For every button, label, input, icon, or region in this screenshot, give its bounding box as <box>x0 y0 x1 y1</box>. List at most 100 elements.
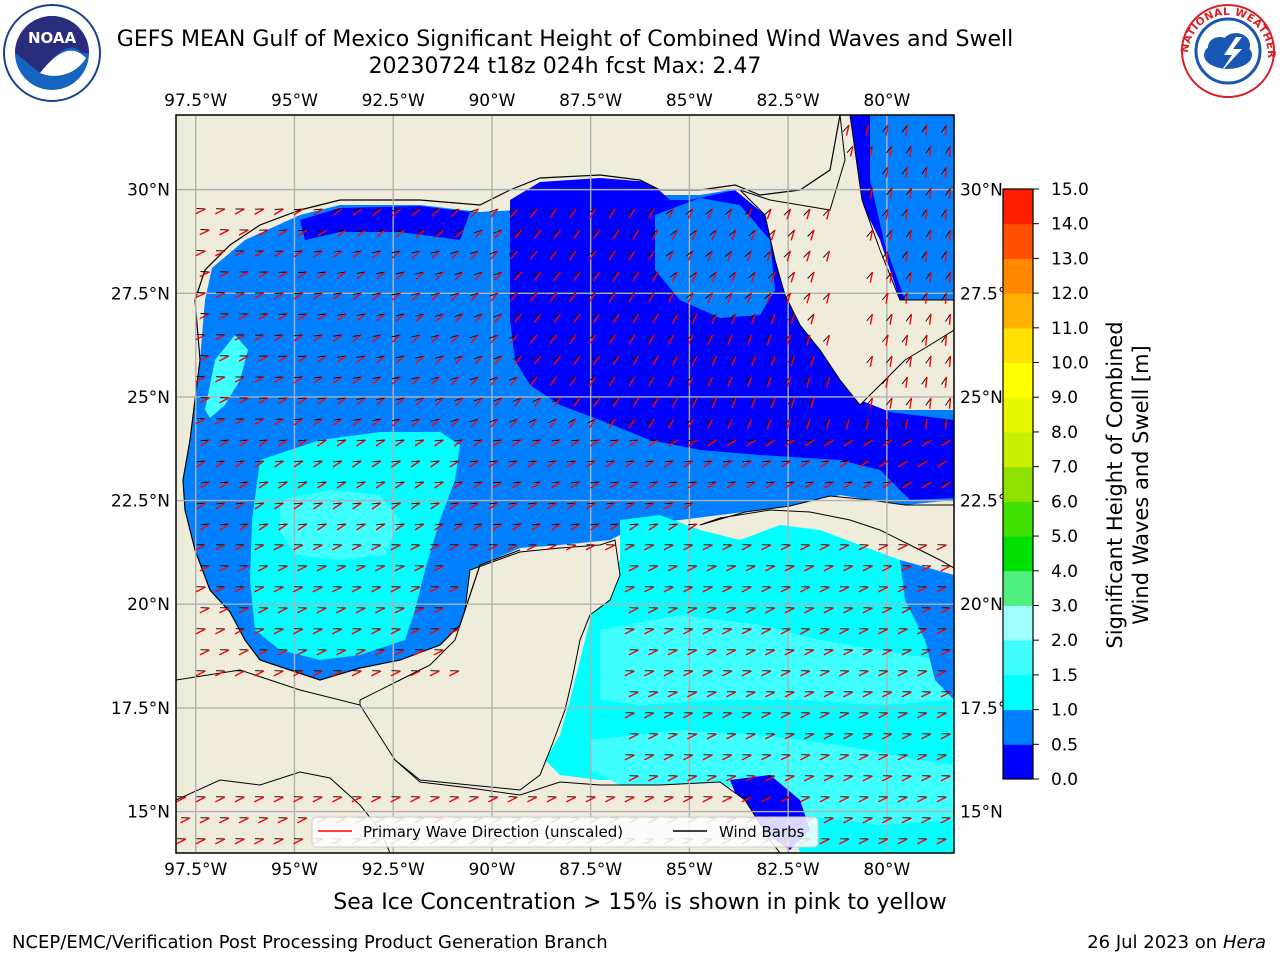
wind-barb <box>254 502 265 505</box>
wave-direction-arrow <box>549 376 558 387</box>
lat-label-right: 15°N <box>960 803 1003 823</box>
footer-credit: NCEP/EMC/Verification Post Processing Pr… <box>12 932 608 953</box>
wind-barb <box>219 481 230 484</box>
wave-direction-arrow <box>845 124 850 136</box>
wave-direction-arrow <box>258 649 269 656</box>
wave-direction-arrow <box>376 313 386 322</box>
wave-direction-arrow <box>490 208 499 218</box>
wind-barb <box>528 418 538 423</box>
wave-direction-arrow <box>667 208 675 219</box>
wave-direction-arrow <box>731 355 737 367</box>
wave-direction-arrow <box>909 355 913 367</box>
wave-direction-arrow <box>823 565 834 572</box>
wave-direction-arrow <box>372 208 382 217</box>
wave-direction-arrow <box>449 628 460 635</box>
wave-direction-arrow <box>924 166 928 178</box>
wind-barb <box>863 481 873 484</box>
wave-direction-arrow <box>902 481 912 489</box>
wave-direction-arrow <box>488 460 499 468</box>
wind-barb <box>239 481 249 484</box>
wave-direction-arrow <box>238 649 249 656</box>
wind-barb <box>336 481 347 484</box>
wind-barb <box>606 292 616 298</box>
wave-direction-arrow <box>761 628 772 635</box>
wave-direction-arrow <box>917 628 928 635</box>
wind-barb <box>591 355 600 361</box>
wind-barb <box>746 439 756 442</box>
wind-barb <box>352 250 362 253</box>
wave-direction-arrow <box>612 397 620 408</box>
wave-direction-arrow <box>176 838 187 845</box>
wave-direction-arrow <box>862 607 873 614</box>
wave-direction-arrow <box>940 649 951 656</box>
wind-barb <box>376 355 386 359</box>
wave-direction-arrow <box>800 628 811 635</box>
wind-barb <box>528 250 538 255</box>
wind-barb <box>512 523 522 526</box>
florida-land <box>739 115 954 406</box>
colorbar-ticks: 0.00.51.01.52.03.04.05.06.07.08.09.010.0… <box>1033 180 1089 790</box>
wind-barb <box>901 208 908 217</box>
wave-direction-arrow <box>215 586 226 593</box>
colorbar-tick-label: 0.0 <box>1051 770 1078 790</box>
wind-barb <box>278 439 288 442</box>
colorbar-tick-label: 1.5 <box>1051 666 1078 686</box>
wind-barb <box>626 292 635 298</box>
colorbar-segment <box>1003 744 1033 780</box>
wind-barb <box>356 229 366 232</box>
wave-direction-arrow <box>921 439 932 447</box>
wave-direction-arrow <box>234 544 245 551</box>
wave-direction-arrow <box>277 355 288 363</box>
wind-barb <box>629 481 639 484</box>
wave-direction-arrow <box>624 712 635 719</box>
wave-direction-arrow <box>549 334 558 345</box>
wave-direction-arrow <box>336 397 347 405</box>
wave-direction-arrow <box>706 607 717 614</box>
wave-direction-arrow <box>742 460 752 468</box>
wind-barb <box>527 502 538 505</box>
wave-direction-arrow <box>527 460 538 468</box>
caribbean-water-1.5-2.0 <box>600 615 954 705</box>
wind-barb <box>925 145 932 154</box>
wave-direction-arrow <box>355 565 366 572</box>
wind-barb <box>925 355 932 364</box>
footer-date: 26 Jul 2023 on Hera <box>1087 932 1266 953</box>
wave-direction-arrow <box>219 649 230 656</box>
colorbar-tick-label: 1.0 <box>1051 701 1078 721</box>
wave-direction-arrow <box>395 313 405 322</box>
wind-barb <box>665 292 674 299</box>
wave-direction-arrow <box>351 586 362 593</box>
wave-direction-arrow <box>356 439 366 447</box>
wind-barb <box>489 418 499 423</box>
wind-barb <box>921 439 932 442</box>
wave-direction-arrow <box>628 775 639 782</box>
wave-direction-arrow <box>510 208 519 218</box>
wind-barb <box>609 523 620 526</box>
wave-direction-arrow <box>823 691 834 698</box>
wave-direction-arrow <box>726 775 737 782</box>
wave-direction-arrow <box>765 565 776 572</box>
wave-direction-arrow <box>810 229 815 241</box>
wave-direction-arrow <box>702 544 713 551</box>
wind-barb <box>200 271 210 273</box>
wave-direction-arrow <box>332 292 343 300</box>
wave-direction-arrow <box>612 229 620 240</box>
wave-direction-arrow <box>474 397 484 407</box>
wind-barb <box>689 271 698 278</box>
wave-direction-arrow <box>746 376 753 388</box>
wind-barb <box>630 397 639 404</box>
wave-direction-arrow <box>258 523 269 531</box>
wind-barb <box>724 208 733 215</box>
wave-direction-arrow <box>410 460 421 468</box>
wave-direction-arrow <box>905 292 909 304</box>
wave-direction-arrow <box>588 250 597 261</box>
wave-direction-arrow <box>215 418 226 425</box>
wind-barb <box>356 523 366 526</box>
wave-direction-arrow <box>648 607 659 614</box>
wave-direction-arrow <box>901 733 912 740</box>
wave-direction-arrow <box>394 607 405 614</box>
wave-direction-arrow <box>435 355 444 365</box>
wave-direction-arrow <box>254 670 265 677</box>
wind-barb <box>415 271 425 275</box>
wave-direction-arrow <box>297 523 308 531</box>
